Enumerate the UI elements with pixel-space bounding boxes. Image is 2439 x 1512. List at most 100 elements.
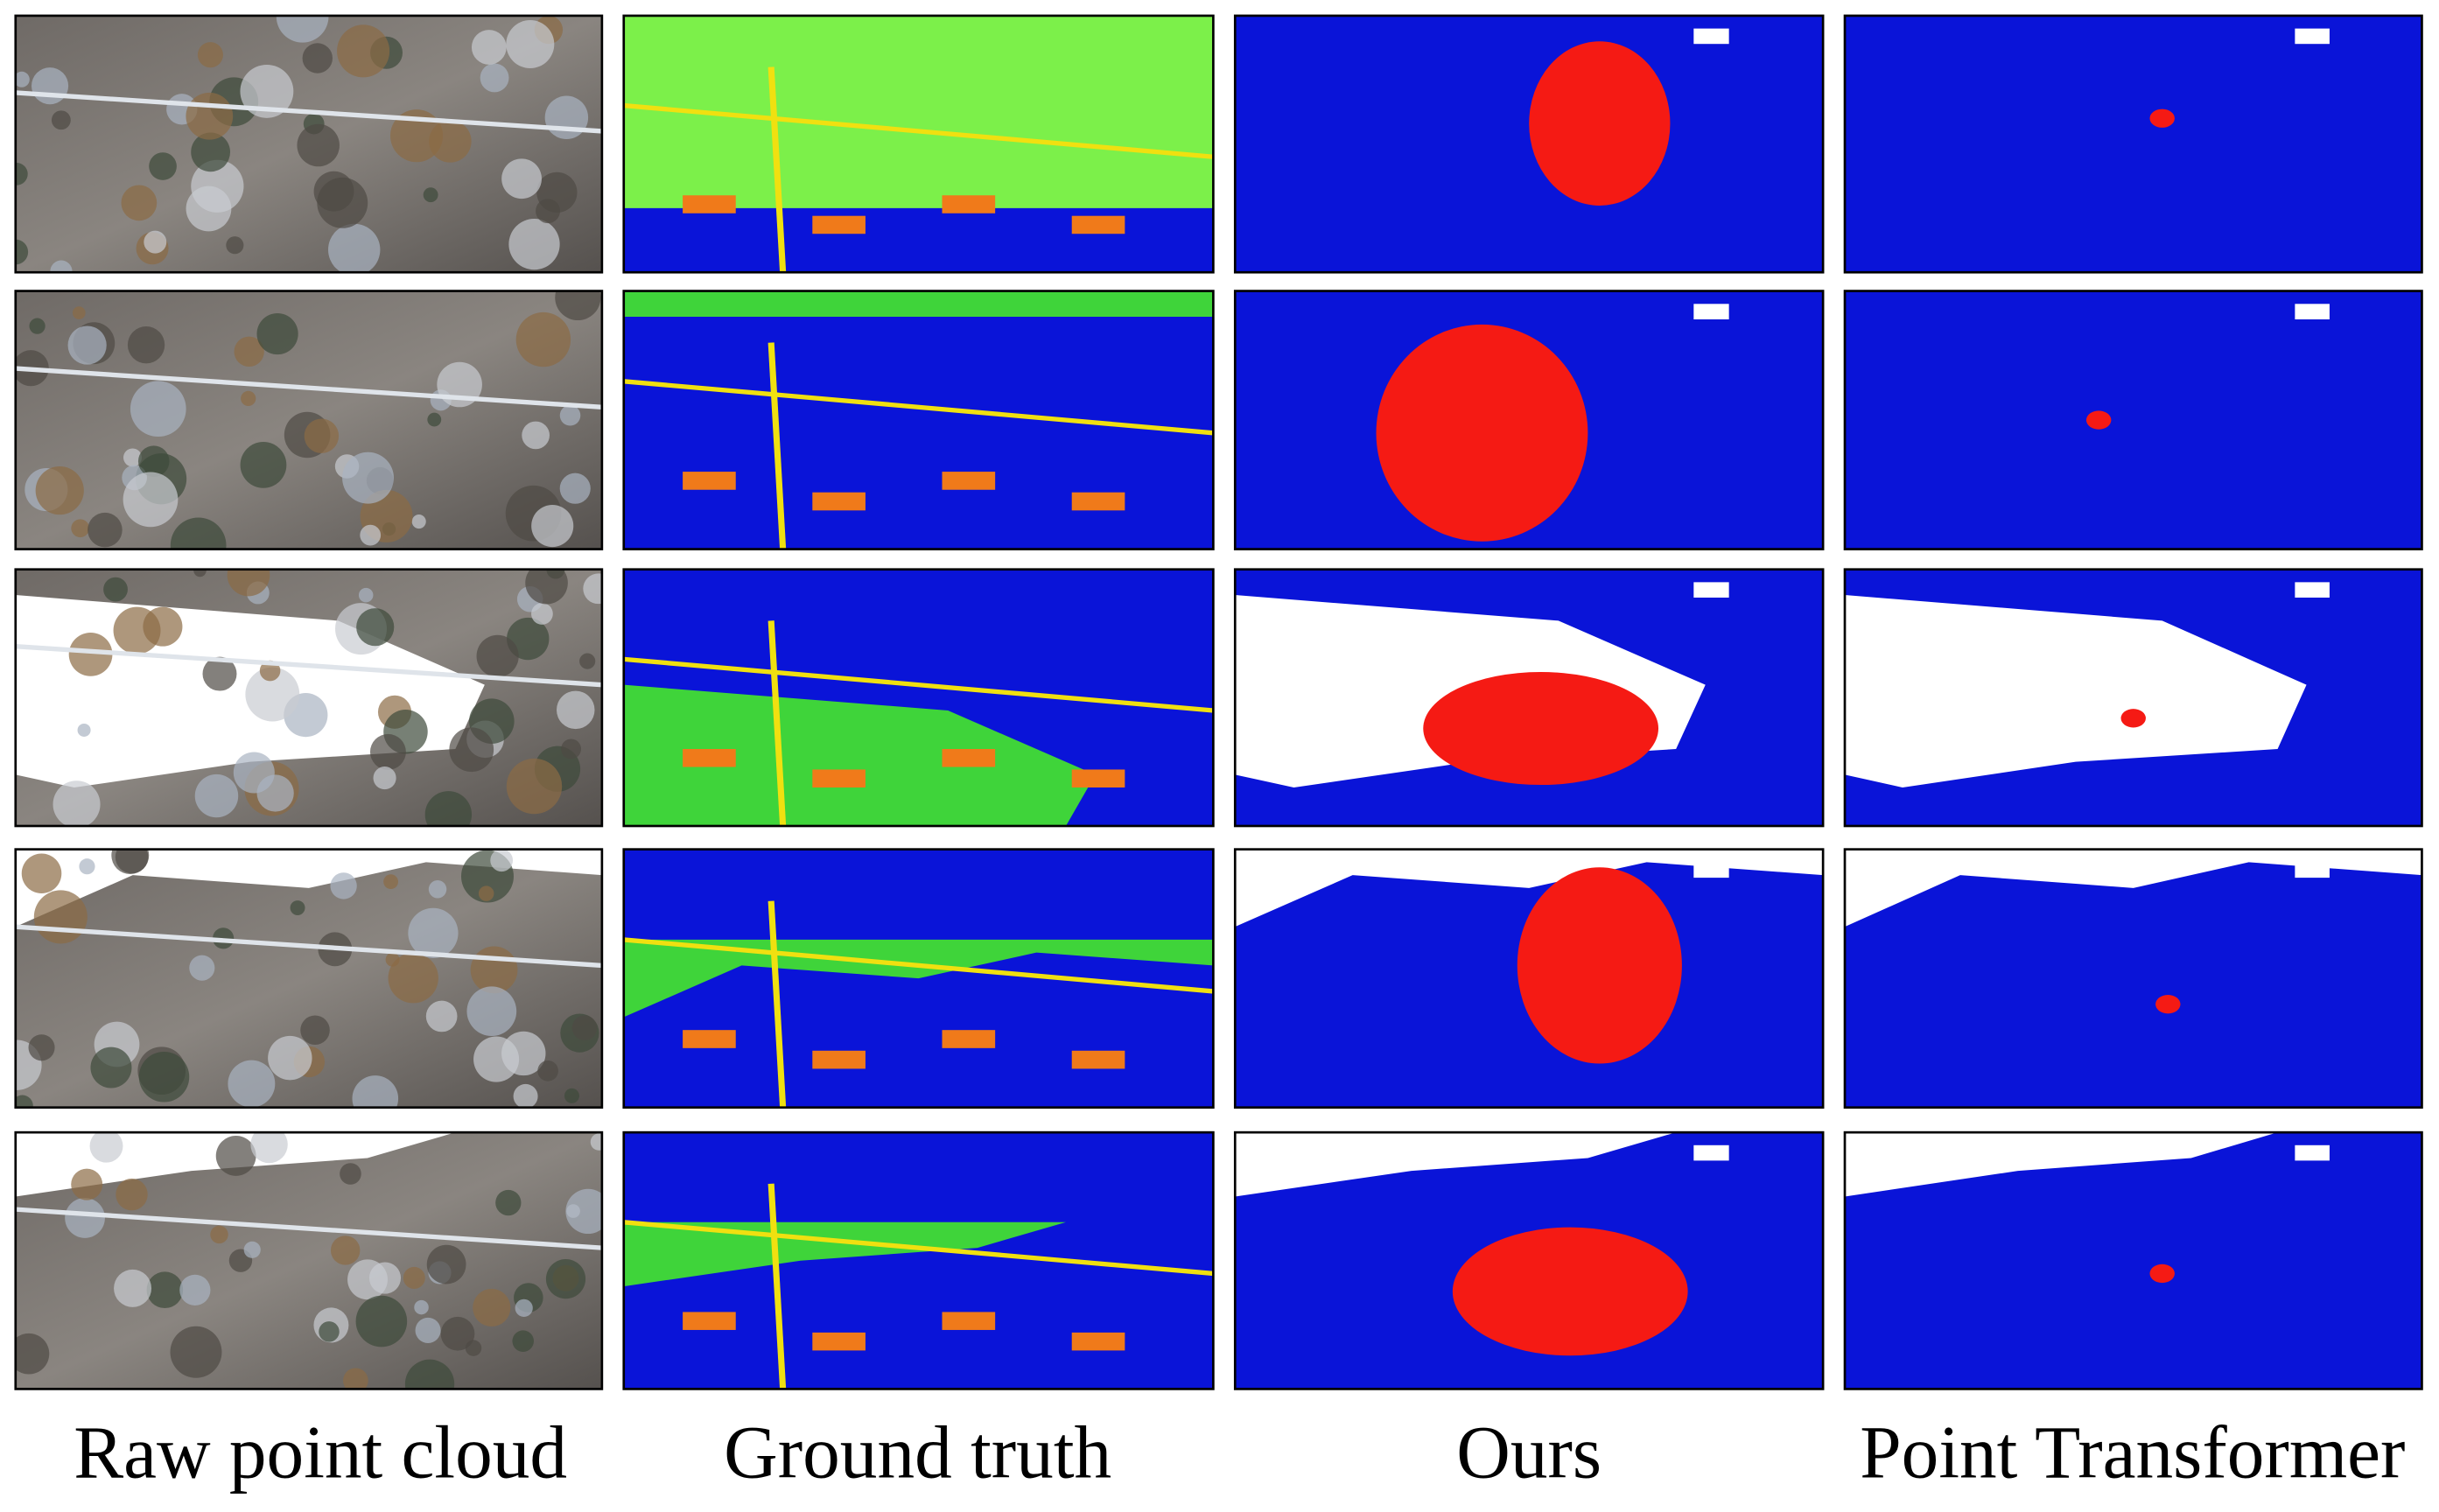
panel <box>15 1132 602 1390</box>
raw-wire <box>15 924 602 969</box>
raw-blob <box>466 986 517 1037</box>
raw-blob <box>193 569 207 578</box>
raw-blob <box>544 95 589 140</box>
pred-gap <box>2295 1144 2330 1161</box>
panel-border <box>622 1130 1215 1390</box>
raw-wire <box>15 1207 602 1250</box>
raw-blob <box>561 738 582 760</box>
raw-blob <box>28 1034 55 1061</box>
gt-car <box>942 1312 996 1330</box>
raw-blob <box>440 1316 475 1351</box>
gt-vegetation <box>623 684 1096 826</box>
raw-blob <box>114 1269 152 1307</box>
raw-blob <box>508 218 560 270</box>
raw-blob <box>337 24 390 78</box>
panel <box>1235 1132 1824 1390</box>
pred-gap <box>2295 862 2330 878</box>
panel-border <box>1843 568 2423 828</box>
pred-gap <box>1693 1144 1729 1161</box>
raw-blob <box>33 890 88 944</box>
raw-blob <box>226 236 244 255</box>
raw-blob <box>383 874 398 890</box>
gt-car <box>683 1030 736 1048</box>
raw-blob <box>35 466 84 515</box>
pred-empty <box>1845 849 2422 928</box>
panel-border <box>14 848 604 1110</box>
gt-car <box>942 195 996 214</box>
raw-blob <box>111 849 150 875</box>
raw-blob <box>89 1132 123 1163</box>
raw-blob <box>411 514 426 529</box>
raw-blob <box>515 312 571 368</box>
pred-empty <box>1235 1132 1677 1197</box>
raw-blob <box>276 15 329 43</box>
raw-blob <box>143 606 183 647</box>
gt-pole <box>767 66 787 273</box>
raw-blob <box>179 1274 211 1306</box>
raw-blob <box>191 159 244 213</box>
gt-pole <box>623 937 1214 994</box>
column-caption: Raw point cloud <box>74 1412 567 1494</box>
raw-blob <box>68 632 113 676</box>
pred-gap <box>1693 582 1729 598</box>
raw-blob <box>186 92 234 140</box>
raw-blob <box>403 1266 425 1289</box>
raw-blob <box>425 1000 458 1032</box>
gt-pole <box>623 379 1214 436</box>
raw-blob <box>317 177 368 228</box>
gt-car <box>1071 769 1125 788</box>
panel-border <box>14 1130 604 1390</box>
raw-blob <box>304 418 340 453</box>
raw-blob <box>67 326 107 365</box>
raw-blob <box>137 445 170 477</box>
raw-blob <box>215 1136 256 1176</box>
pred-gap <box>1693 28 1729 45</box>
gt-car <box>1071 215 1125 234</box>
raw-blob <box>228 1060 276 1108</box>
raw-wire <box>15 90 602 134</box>
panel <box>1235 290 1824 550</box>
raw-blob <box>245 667 300 722</box>
raw-blob <box>21 853 62 894</box>
pred-gap <box>1693 862 1729 878</box>
raw-blob <box>170 1326 222 1378</box>
raw-blob <box>564 1088 579 1103</box>
gt-vegetation <box>623 290 1214 318</box>
raw-blob <box>240 441 287 488</box>
panel-border <box>1233 14 1825 274</box>
panel <box>1845 15 2422 273</box>
raw-blob <box>559 405 581 426</box>
raw-blob <box>555 290 601 321</box>
raw-blob <box>268 1035 312 1081</box>
panel-border <box>622 568 1215 828</box>
raw-blob <box>476 634 519 677</box>
gt-pole <box>767 1183 787 1390</box>
raw-wire <box>15 366 602 410</box>
raw-blob <box>559 472 591 504</box>
raw-blob <box>556 690 595 730</box>
raw-blob <box>65 1198 105 1238</box>
raw-blob <box>343 1368 368 1390</box>
pred-gap <box>1693 304 1729 320</box>
raw-blob <box>414 1299 429 1315</box>
raw-blob <box>51 110 71 130</box>
pred-red-region <box>1423 672 1659 786</box>
raw-blob <box>531 603 553 625</box>
raw-blob <box>590 1133 602 1151</box>
panel <box>1845 569 2422 826</box>
raw-blob <box>355 1295 408 1348</box>
pred-background <box>1845 290 2422 550</box>
raw-blob <box>250 1132 288 1164</box>
raw-blob <box>423 187 438 203</box>
raw-blob <box>583 573 602 605</box>
gt-pole <box>767 900 787 1108</box>
panel <box>1235 569 1824 826</box>
raw-blob <box>71 519 90 538</box>
panel <box>1845 849 2422 1108</box>
raw-blob <box>256 312 298 355</box>
panel <box>623 290 1214 550</box>
panel <box>1235 15 1824 273</box>
gt-pole <box>767 620 787 826</box>
raw-blob <box>449 727 494 773</box>
pred-background <box>1235 15 1824 273</box>
